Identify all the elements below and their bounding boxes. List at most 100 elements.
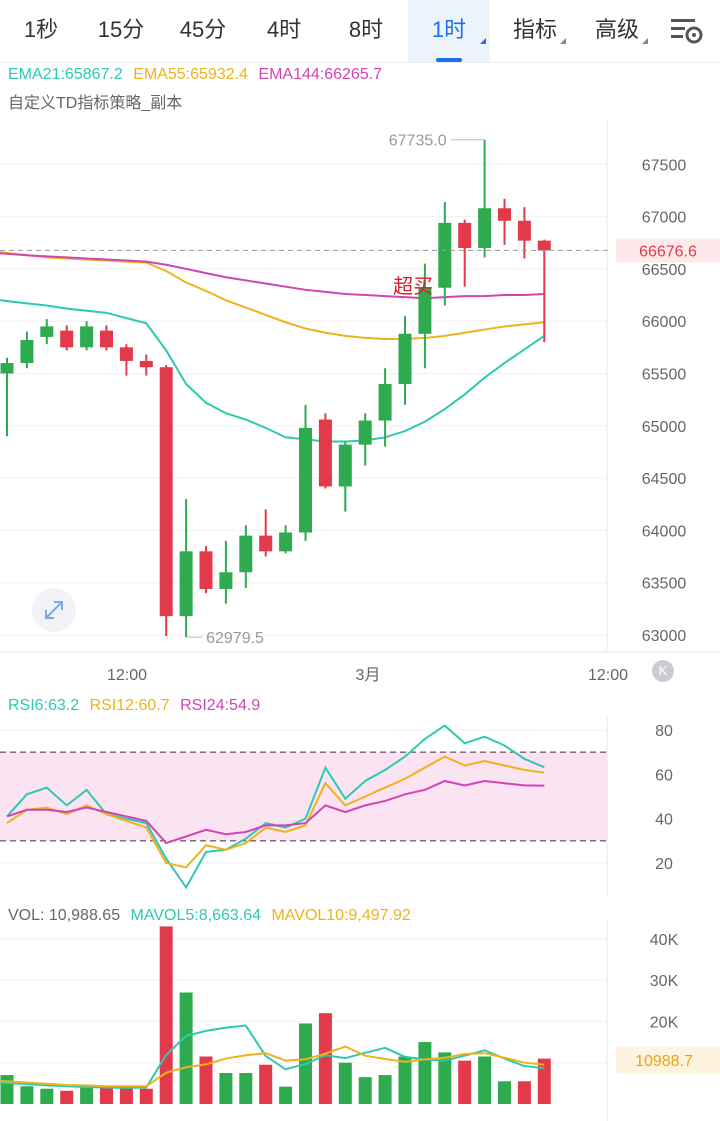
x-label-2: 3月 [356, 667, 381, 684]
rsi12-label: RSI12:60.7 [89, 697, 170, 714]
candle-body [517, 220, 531, 241]
volume-bar [537, 1058, 551, 1104]
volume-bar [20, 1086, 34, 1104]
mavol-lines [0, 1024, 545, 1089]
tab-label: 8时 [348, 17, 384, 42]
price-tick-label: 63500 [642, 576, 687, 593]
tab-label: 指标 [512, 17, 557, 42]
vol-legend: VOL: 10,988.65 MAVOL5:8,663.64 MAVOL10:9… [8, 907, 417, 925]
volume-bar [239, 1073, 253, 1104]
last-price-label: 66676.6 [639, 243, 697, 260]
volume-tick-label: 40K [650, 932, 679, 949]
ema-lines [0, 251, 545, 443]
candle-body [20, 340, 34, 364]
candle-body [537, 240, 551, 251]
overbought-signal: 超买 [393, 275, 433, 298]
rsi-axis: 80 60 40 20 [655, 723, 673, 873]
candle-body [40, 326, 54, 337]
mavol5-label: MAVOL5:8,663.64 [130, 907, 261, 924]
volume-bar [378, 1075, 392, 1104]
volume-bar [398, 1056, 412, 1104]
candles [0, 139, 551, 638]
candle-body [438, 222, 452, 288]
dropdown-caret-icon [642, 38, 648, 44]
candle-body [199, 551, 213, 589]
volume-bar [80, 1087, 94, 1104]
volume-bars [0, 926, 551, 1104]
mavol10-label: MAVOL10:9,497.92 [271, 907, 411, 924]
candle-body [239, 535, 253, 573]
price-tick-label: 64000 [642, 523, 687, 540]
price-tick-label: 65000 [642, 419, 687, 436]
chart-settings-icon[interactable] [670, 16, 704, 46]
volume-bar [458, 1060, 472, 1104]
volume-bar [119, 1086, 133, 1104]
volume-bar [179, 992, 193, 1104]
price-axis: 67500 67000 66500 66000 65500 65000 64500 64000… [642, 157, 687, 645]
expand-icon [45, 601, 63, 619]
tab-1h[interactable]: 1时 [408, 0, 490, 62]
tab-1s[interactable]: 1秒 [6, 0, 76, 62]
volume-bar [279, 1086, 293, 1104]
vol-label: VOL: 10,988.65 [8, 907, 121, 924]
tab-label: 1秒 [23, 17, 59, 42]
candle-body [279, 532, 293, 552]
rsi-chart[interactable]: 80 60 40 20 [0, 715, 720, 895]
x-label-1: 12:00 [107, 667, 147, 684]
ema55-line [0, 251, 545, 340]
candle-body [378, 383, 392, 421]
price-tick-label: 65500 [642, 367, 687, 384]
volume-chart[interactable]: 40K 30K 20K 10988.7 [0, 921, 720, 1121]
price-tick-label: 67500 [642, 157, 687, 174]
volume-tick-label: 30K [650, 973, 679, 990]
tab-45m[interactable]: 45分 [164, 0, 242, 62]
candle-body [458, 222, 472, 248]
high-price-label: 67735.0 [389, 133, 447, 150]
rsi24-label: RSI24:54.9 [180, 697, 261, 714]
candle-body [259, 535, 273, 552]
volume-bar [438, 1052, 452, 1104]
price-tick-label: 63000 [642, 628, 687, 645]
expand-chart-button[interactable] [32, 588, 76, 632]
volume-last-label: 10988.7 [635, 1053, 693, 1070]
ema55-label: EMA55:65932.4 [133, 66, 248, 83]
candle-body [219, 572, 233, 589]
tab-advanced[interactable]: 高级 [582, 0, 652, 62]
volume-bar [0, 1075, 14, 1104]
rsi24-line [6, 779, 545, 845]
candle-body [478, 208, 492, 248]
candle-body [338, 444, 352, 487]
active-tab-underline [436, 58, 462, 62]
volume-bar [358, 1077, 372, 1104]
tab-15m[interactable]: 15分 [82, 0, 160, 62]
rsi-tick-label: 20 [655, 856, 673, 873]
candle-body [498, 208, 511, 221]
volume-bar [60, 1090, 74, 1104]
volume-axis: 40K 30K 20K [650, 932, 679, 1032]
volume-bar [418, 1042, 432, 1104]
rsi-legend: RSI6:63.2 RSI12:60.7 RSI24:54.9 [8, 697, 266, 715]
candle-body [80, 326, 94, 348]
k-toggle-button[interactable]: K [652, 660, 674, 682]
mavol5-line [0, 1024, 545, 1089]
candle-body [358, 420, 372, 445]
candle-body [60, 330, 74, 348]
tab-label: 15分 [97, 17, 145, 42]
volume-tick-label: 20K [650, 1014, 679, 1031]
tab-8h[interactable]: 8时 [330, 0, 402, 62]
volume-bar [219, 1073, 233, 1104]
candle-body [299, 427, 312, 533]
volume-bar [40, 1088, 54, 1104]
candlestick-chart[interactable]: 67500 67000 66500 66000 65500 65000 64500 64000… [0, 120, 720, 690]
volume-bar [159, 926, 173, 1104]
tab-label: 4时 [266, 17, 302, 42]
volume-bar [199, 1056, 213, 1104]
tab-4h[interactable]: 4时 [248, 0, 320, 62]
volume-bar [498, 1081, 511, 1104]
candle-body [318, 419, 332, 487]
volume-bar [318, 1013, 332, 1104]
main-grid [0, 163, 607, 636]
tab-indicators[interactable]: 指标 [500, 0, 570, 62]
rsi-tick-label: 60 [655, 767, 673, 784]
rsi6-label: RSI6:63.2 [8, 697, 80, 714]
